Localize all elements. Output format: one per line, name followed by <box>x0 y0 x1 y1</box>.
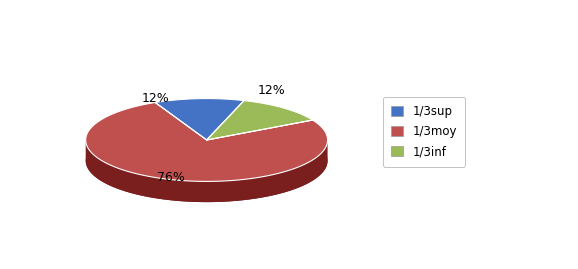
Text: 12%: 12% <box>258 84 286 97</box>
Polygon shape <box>86 140 328 202</box>
Polygon shape <box>155 98 244 140</box>
Text: 12%: 12% <box>141 92 169 105</box>
Polygon shape <box>207 101 313 140</box>
Legend: 1/3sup, 1/3moy, 1/3inf: 1/3sup, 1/3moy, 1/3inf <box>383 97 465 167</box>
Text: 76%: 76% <box>157 171 185 184</box>
Polygon shape <box>86 102 328 181</box>
Polygon shape <box>86 119 328 202</box>
